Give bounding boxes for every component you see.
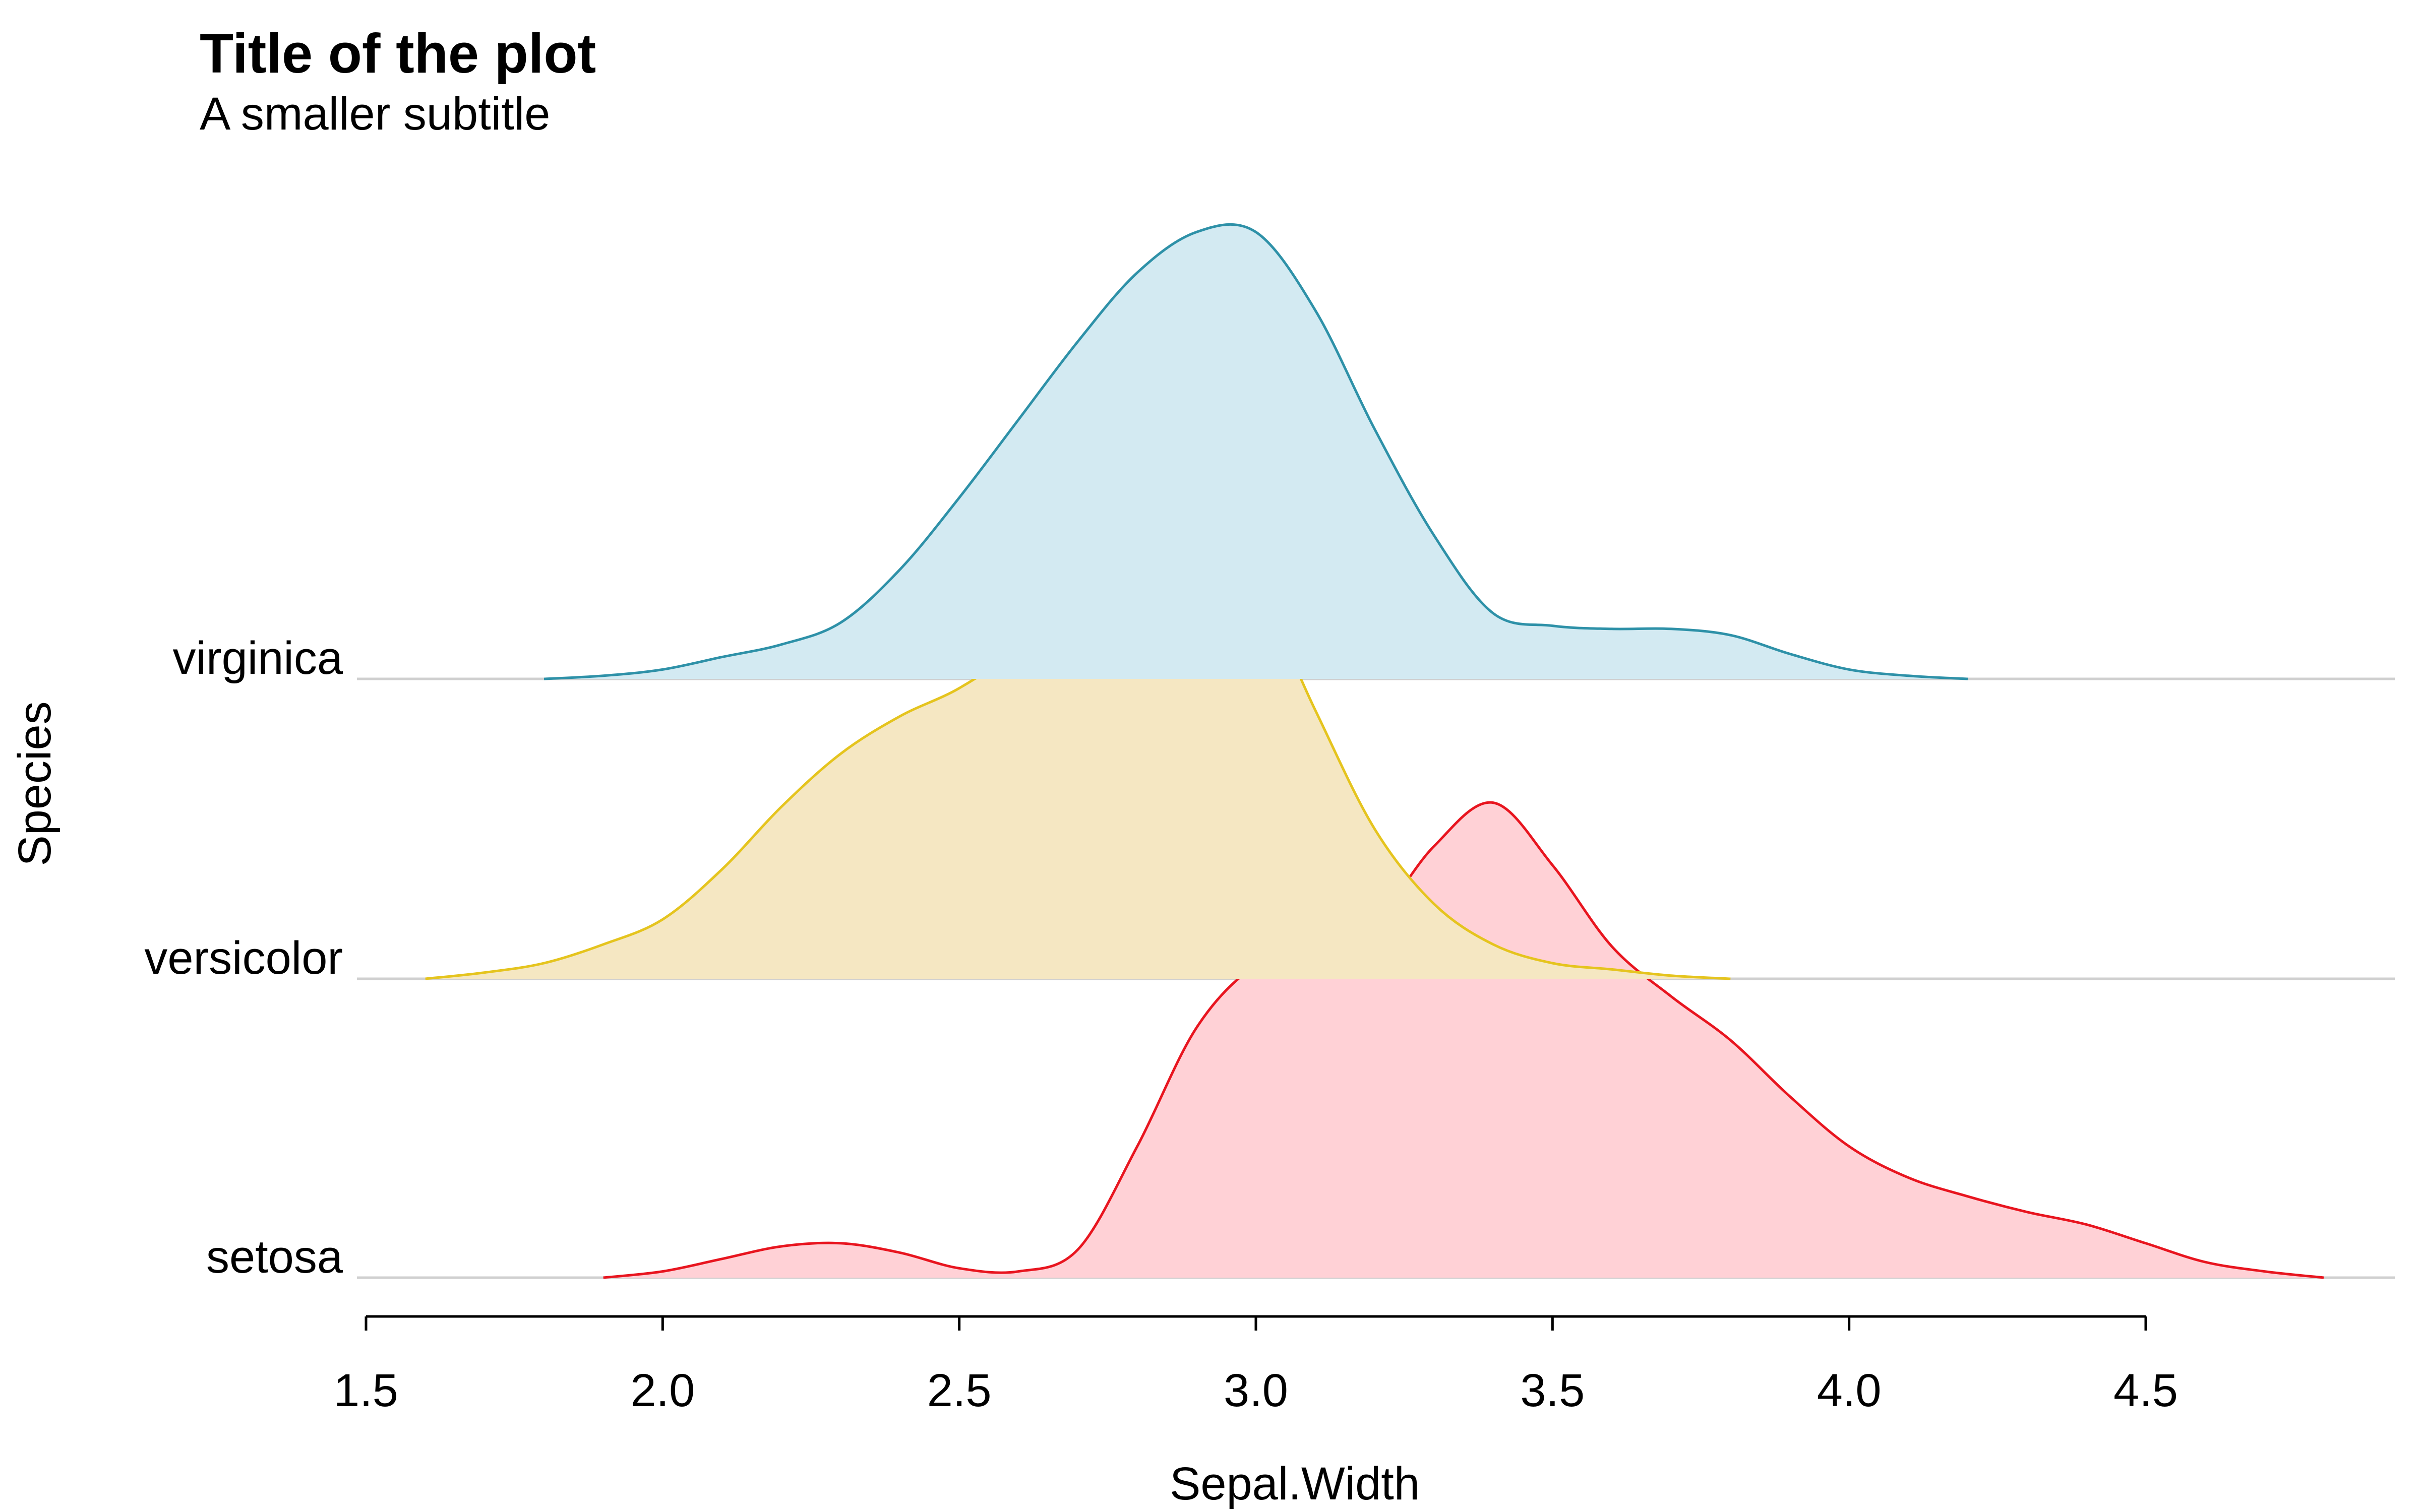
ridge-line-setosa <box>603 801 2324 1279</box>
ridge-line-virginica <box>543 223 1968 680</box>
x-tick-label: 3.5 <box>1520 1365 1585 1416</box>
x-tick-label: 2.5 <box>927 1365 992 1416</box>
x-tick-label: 1.5 <box>334 1365 398 1416</box>
ridge-fill-setosa <box>603 802 2324 1278</box>
x-tick-label: 2.0 <box>630 1365 695 1416</box>
x-tick-label: 4.0 <box>1817 1365 1882 1416</box>
x-tick-label: 3.0 <box>1224 1365 1288 1416</box>
x-axis-title: Sepal.Width <box>1170 1458 1420 1509</box>
ridges <box>425 223 2324 1279</box>
ridge-fill-versicolor <box>425 522 1731 979</box>
category-labels: setosa versicolor virginica <box>144 633 343 1283</box>
x-tick-label: 4.5 <box>2113 1365 2178 1416</box>
category-label-virginica: virginica <box>173 633 343 684</box>
ridge-fill-virginica <box>544 224 1968 679</box>
category-label-setosa: setosa <box>206 1231 343 1283</box>
y-axis-title: Species <box>9 701 60 866</box>
x-axis: 1.5 2.0 2.5 3.0 3.5 4.0 4.5 <box>334 1315 2178 1416</box>
chart-title: Title of the plot <box>200 23 596 85</box>
category-label-versicolor: versicolor <box>144 932 343 984</box>
chart-subtitle: A smaller subtitle <box>200 88 551 140</box>
